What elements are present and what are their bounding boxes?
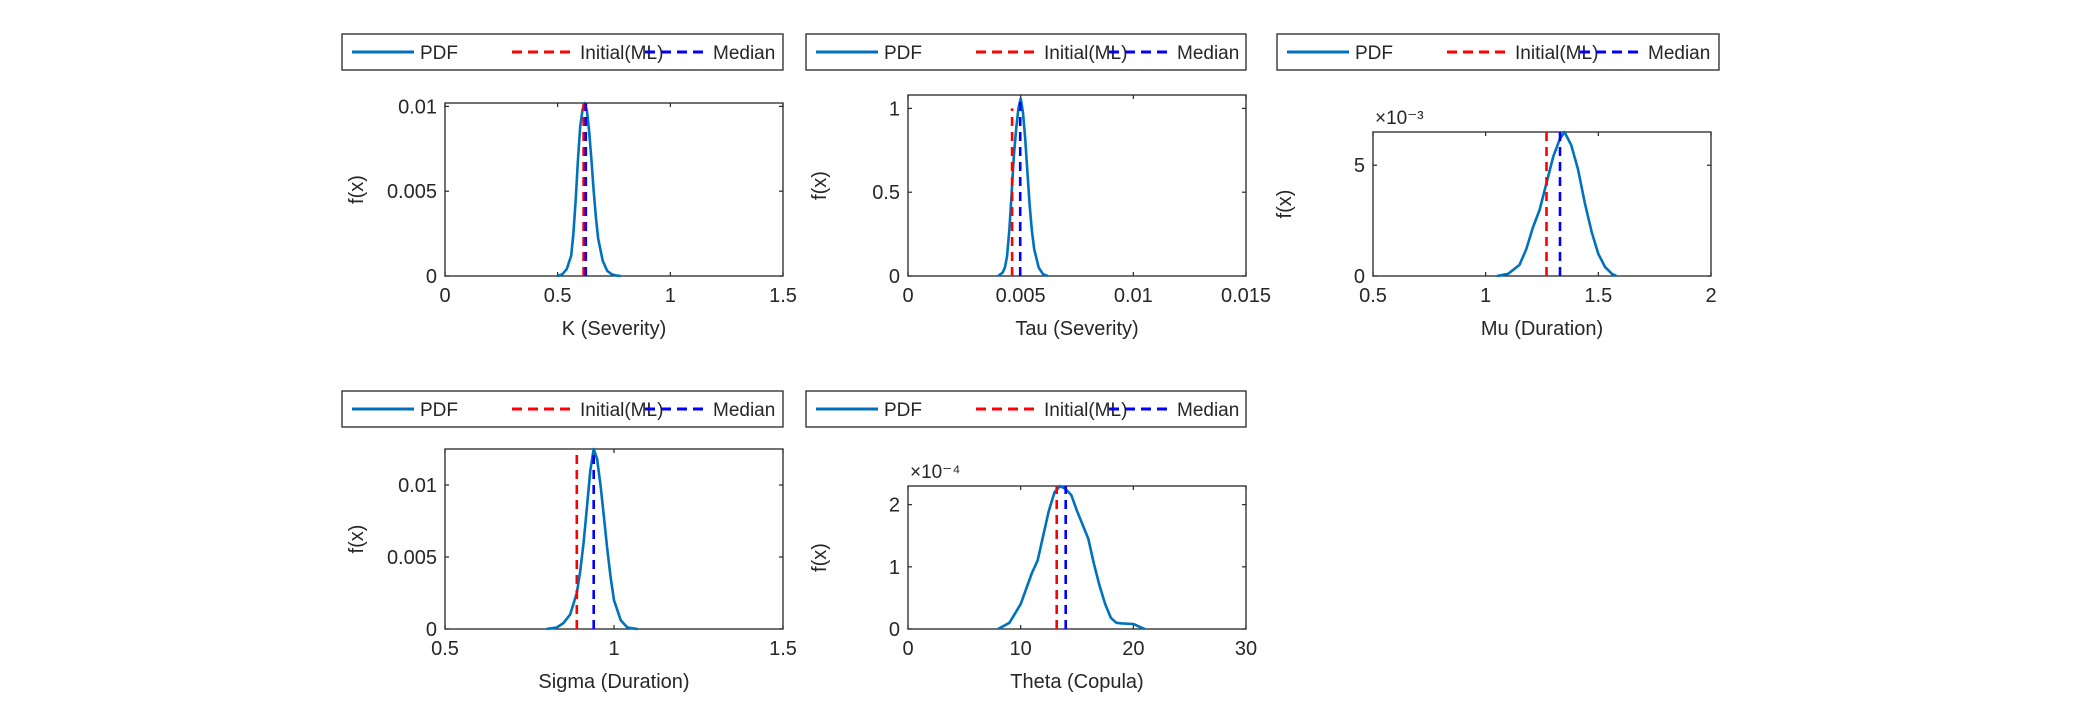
x-tick-label: 2 [1705,285,1716,307]
x-tick-label: 0.5 [1359,285,1387,307]
x-tick-label: 30 [1235,638,1257,660]
y-tick-label: 0 [426,619,437,641]
legend: PDF Initial(ML) Median [341,33,784,71]
legend-entry-pdf-label: PDF [1355,43,1393,64]
legend-entry-median-label: Median [713,400,775,421]
legend-entry-initial-label: Initial(ML) [1044,400,1127,421]
x-tick-label: 20 [1122,638,1144,660]
y-tick-label: 0 [426,266,437,288]
y-axis-label: f(x) [346,525,368,554]
subplot-1: PDF Initial(ML) Median 0 0.5 1 1.5 0 0.005 0.01 K … [341,33,797,340]
x-axis-label: Sigma (Duration) [538,671,689,693]
legend: PDF Initial(ML) Median [341,390,784,428]
y-axis-label: f(x) [1274,190,1296,219]
legend-entry-initial-label: Initial(ML) [580,43,663,64]
x-tick-label: 0 [439,285,450,307]
legend-box [805,390,1247,428]
legend-entry-pdf-label: PDF [420,43,458,64]
legend-entry-median-label: Median [1177,43,1239,64]
x-axis-label: Mu (Duration) [1481,318,1603,340]
legend-entry-median-label: Median [1177,400,1239,421]
y-axis-label: f(x) [346,175,368,204]
y-tick-label: 1 [889,98,900,120]
x-tick-label: 0 [902,285,913,307]
pdf-curve [546,447,638,631]
x-tick-label: 1 [1480,285,1491,307]
legend-entry-initial-label: Initial(ML) [1044,43,1127,64]
pdf-curve [1496,130,1617,278]
legend-entry-pdf-label: PDF [884,400,922,421]
legend-entry-pdf-label: PDF [884,43,922,64]
legend: PDF Initial(ML) Median [805,390,1247,428]
y-tick-label: 0.005 [387,181,437,203]
axes-box [907,94,1247,277]
y-tick-label: 5 [1354,155,1365,177]
x-tick-label: 0.5 [544,285,572,307]
subplot-2: PDF Initial(ML) Median 0 0.005 0.01 0.015 0 0.5 1… [805,33,1271,340]
x-tick-label: 0 [902,638,913,660]
y-tick-label: 0.01 [398,475,437,497]
y-axis-label: f(x) [809,171,831,200]
y-tick-label: 0 [889,266,900,288]
x-tick-label: 1.5 [1584,285,1612,307]
y-tick-label: 0.5 [872,182,900,204]
subplot-3: PDF Initial(ML) Median 0.5 1 1.5 2 0 5 ×10⁻³ Mu (D… [1274,33,1720,340]
pdf-curve [557,101,621,278]
x-tick-label: 0.005 [996,285,1046,307]
legend: PDF Initial(ML) Median [1276,33,1720,71]
legend-entry-median-label: Median [1648,43,1710,64]
y-tick-label: 0.005 [387,547,437,569]
subplot-5: PDF Initial(ML) Median 0 10 20 30 0 1 2 ×10⁻⁴ Theta… [805,390,1257,693]
x-tick-label: 10 [1010,638,1032,660]
x-tick-label: 0.5 [431,638,459,660]
y-tick-label: 2 [889,495,900,517]
pdf-curve [997,97,1049,278]
subplot-4: PDF Initial(ML) Median 0.5 1 1.5 0 0.005 0.01 Sig… [341,390,797,693]
legend-entry-pdf-label: PDF [420,400,458,421]
y-tick-label: 1 [889,557,900,579]
legend-entry-median-label: Median [713,43,775,64]
axes-box [444,102,784,277]
x-tick-label: 0.01 [1114,285,1153,307]
x-tick-label: 1 [665,285,676,307]
x-tick-label: 1.5 [769,638,797,660]
x-axis-label: K (Severity) [562,318,666,340]
pdf-curve [997,484,1146,631]
y-tick-label: 0 [889,619,900,641]
y-exponent-label: ×10⁻⁴ [910,462,960,483]
y-exponent-label: ×10⁻³ [1375,108,1424,129]
x-axis-label: Tau (Severity) [1015,318,1138,340]
y-tick-label: 0 [1354,266,1365,288]
x-tick-label: 1 [608,638,619,660]
y-axis-label: f(x) [809,543,831,572]
x-axis-label: Theta (Copula) [1010,671,1143,693]
x-tick-label: 1.5 [769,285,797,307]
legend: PDF Initial(ML) Median [805,33,1247,71]
x-tick-label: 0.015 [1221,285,1271,307]
legend-entry-initial-label: Initial(ML) [1515,43,1598,64]
legend-entry-initial-label: Initial(ML) [580,400,663,421]
y-tick-label: 0.01 [398,96,437,118]
